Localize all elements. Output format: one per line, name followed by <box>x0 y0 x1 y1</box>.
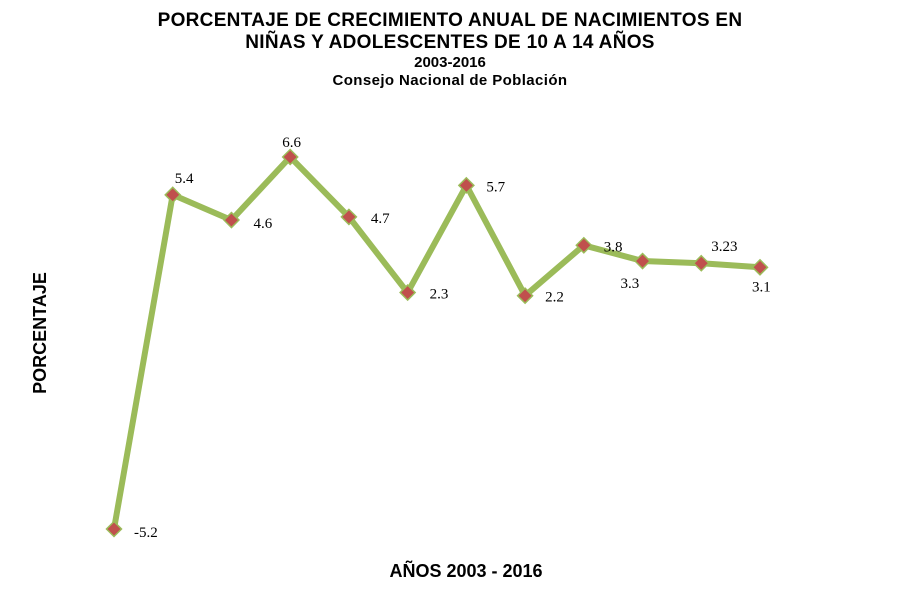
data-point-marker <box>751 258 769 276</box>
data-point-marker <box>457 176 475 194</box>
data-label: 2.2 <box>545 290 564 306</box>
data-point-marker <box>692 254 710 272</box>
data-point-marker <box>105 520 123 538</box>
data-label: -5.2 <box>134 525 158 541</box>
data-label-layer: -5.2 5.4 4.6 6.6 4.7 2.3 5.7 2.2 3.8 3.3 3.23 3.1 <box>134 135 771 541</box>
data-point-marker <box>281 148 299 166</box>
chart-source: Consejo Nacional de Población <box>332 72 568 89</box>
data-point-marker <box>222 211 241 229</box>
marker-layer <box>105 148 769 538</box>
data-label: 6.6 <box>282 135 301 151</box>
data-label: 4.7 <box>371 211 390 227</box>
y-axis-label: PORCENTAJE <box>30 272 50 394</box>
chart-title: PORCENTAJE DE CRECIMIENTO ANUAL DE NACIM… <box>157 10 743 53</box>
data-label: 3.8 <box>604 239 623 255</box>
data-point-marker <box>633 252 652 270</box>
series-layer <box>111 154 763 532</box>
data-label: 3.3 <box>621 276 640 292</box>
data-point-marker <box>340 208 358 226</box>
data-point-marker <box>575 236 593 254</box>
data-point-marker <box>399 283 417 302</box>
data-label: 5.7 <box>486 179 505 195</box>
data-label: 4.6 <box>254 216 273 232</box>
chart-subtitle: 2003-2016 <box>414 54 486 71</box>
data-point-marker <box>516 287 534 305</box>
data-label: 5.4 <box>175 171 194 187</box>
data-label: 3.23 <box>711 239 737 255</box>
data-point-marker <box>164 186 182 204</box>
data-label: 2.3 <box>430 287 449 303</box>
series-line <box>111 154 763 532</box>
x-axis-label: AÑOS 2003 - 2016 <box>389 560 542 581</box>
title-block: PORCENTAJE DE CRECIMIENTO ANUAL DE NACIM… <box>0 10 900 90</box>
data-label: 3.1 <box>752 279 771 295</box>
